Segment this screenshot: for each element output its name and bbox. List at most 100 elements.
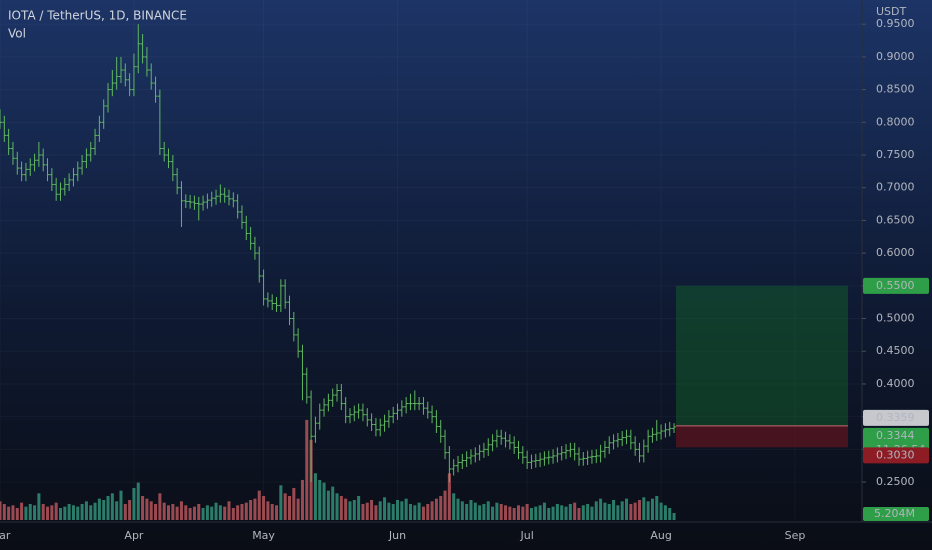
volume-bar	[599, 498, 603, 520]
volume-bar	[426, 503, 430, 520]
volume-bar	[335, 493, 339, 520]
volume-bar	[482, 503, 486, 520]
volume-bar	[97, 498, 101, 520]
volume-bar	[296, 498, 300, 520]
volume-bar	[313, 473, 317, 520]
volume-bar	[89, 505, 93, 520]
volume-bar	[378, 501, 382, 520]
y-tick-label: 0.8500	[876, 83, 915, 96]
volume-bar	[400, 501, 404, 520]
loss-zone	[676, 425, 848, 448]
volume-bar	[668, 507, 672, 520]
volume-bar	[495, 502, 499, 520]
volume-bar	[383, 497, 387, 520]
volume-bar	[551, 506, 555, 520]
volume-bar	[11, 505, 15, 520]
volume-bar	[188, 507, 192, 520]
y-tick-label: 0.4000	[876, 377, 915, 390]
volume-bar	[128, 499, 132, 520]
volume-bar	[339, 495, 343, 520]
volume-bar	[620, 501, 624, 520]
volume-bar	[361, 503, 365, 520]
profit-zone	[676, 285, 848, 426]
y-tick-label: 0.6500	[876, 213, 915, 226]
price-tag-label: 0.5500	[876, 279, 915, 292]
volume-bar	[352, 499, 356, 520]
volume-bar	[123, 503, 127, 520]
volume-bar	[473, 502, 477, 520]
volume-bar	[646, 501, 650, 520]
volume-bar	[106, 495, 110, 520]
volume-bar	[456, 498, 460, 520]
volume-bar	[594, 501, 598, 520]
price-tag	[863, 409, 929, 426]
volume-bar	[577, 507, 581, 520]
price-tag-label: 0.3359	[876, 411, 915, 424]
volume-bar	[20, 502, 24, 520]
volume-bar	[54, 502, 58, 520]
volume-bar	[374, 505, 378, 520]
volume-bar	[50, 505, 54, 520]
indicator-label: Vol	[8, 27, 26, 41]
volume-bar	[529, 507, 533, 520]
volume-bar	[637, 499, 641, 520]
volume-bar	[421, 506, 425, 520]
volume-bar	[141, 495, 145, 520]
volume-bar	[305, 419, 309, 520]
volume-bar	[534, 506, 538, 520]
volume-bar	[287, 495, 292, 520]
axis-unit: USDT	[876, 5, 907, 18]
volume-bar	[603, 502, 607, 520]
time-axis: Mar Apr May Jun Jul Aug Sep	[0, 529, 805, 542]
x-tick-label: Aug	[650, 529, 671, 542]
volume-bar	[318, 479, 322, 520]
volume-bar	[71, 505, 75, 520]
volume-bar	[257, 490, 261, 520]
volume-bar	[387, 502, 391, 520]
volume-bar	[283, 493, 287, 520]
volume-bar	[504, 505, 508, 520]
volume-bar	[76, 506, 80, 520]
volume-bar	[158, 493, 162, 520]
volume-bar	[555, 503, 559, 520]
volume-bar	[162, 502, 166, 520]
volume-bar	[460, 501, 464, 520]
volume-bar	[28, 503, 32, 520]
volume-bar	[413, 505, 417, 520]
volume-bar	[166, 505, 171, 520]
volume-bar	[560, 505, 564, 520]
volume-bar	[659, 502, 663, 520]
volume-bar	[37, 493, 41, 520]
volume-bar	[102, 499, 106, 520]
volume-bar	[650, 498, 654, 520]
volume-bar	[154, 503, 158, 520]
volume-bar	[590, 506, 594, 520]
volume-bar	[344, 498, 348, 520]
volume-bar	[434, 498, 438, 520]
volume-bar	[538, 505, 542, 520]
y-tick-label: 0.6000	[876, 246, 915, 259]
volume-bar	[508, 506, 512, 520]
volume-bar	[391, 503, 395, 520]
volume-bar	[136, 482, 140, 520]
volume-bar	[270, 503, 274, 520]
volume-bar	[132, 487, 136, 520]
volume-bar	[15, 507, 19, 520]
volume-bar	[0, 501, 2, 520]
volume-bar	[119, 490, 123, 520]
volume-bar	[275, 505, 279, 520]
volume-bar	[46, 506, 50, 520]
volume-bar	[41, 503, 45, 520]
y-tick-label: 0.4500	[876, 344, 915, 357]
volume-bar	[197, 503, 201, 520]
volume-pane	[0, 419, 676, 520]
volume-bar	[67, 503, 71, 520]
volume-bar	[408, 503, 412, 520]
volume-bar	[253, 498, 257, 520]
volume-bar	[469, 499, 473, 520]
volume-bar	[655, 495, 659, 520]
volume-bar	[521, 506, 525, 520]
volume-bar	[357, 495, 361, 520]
